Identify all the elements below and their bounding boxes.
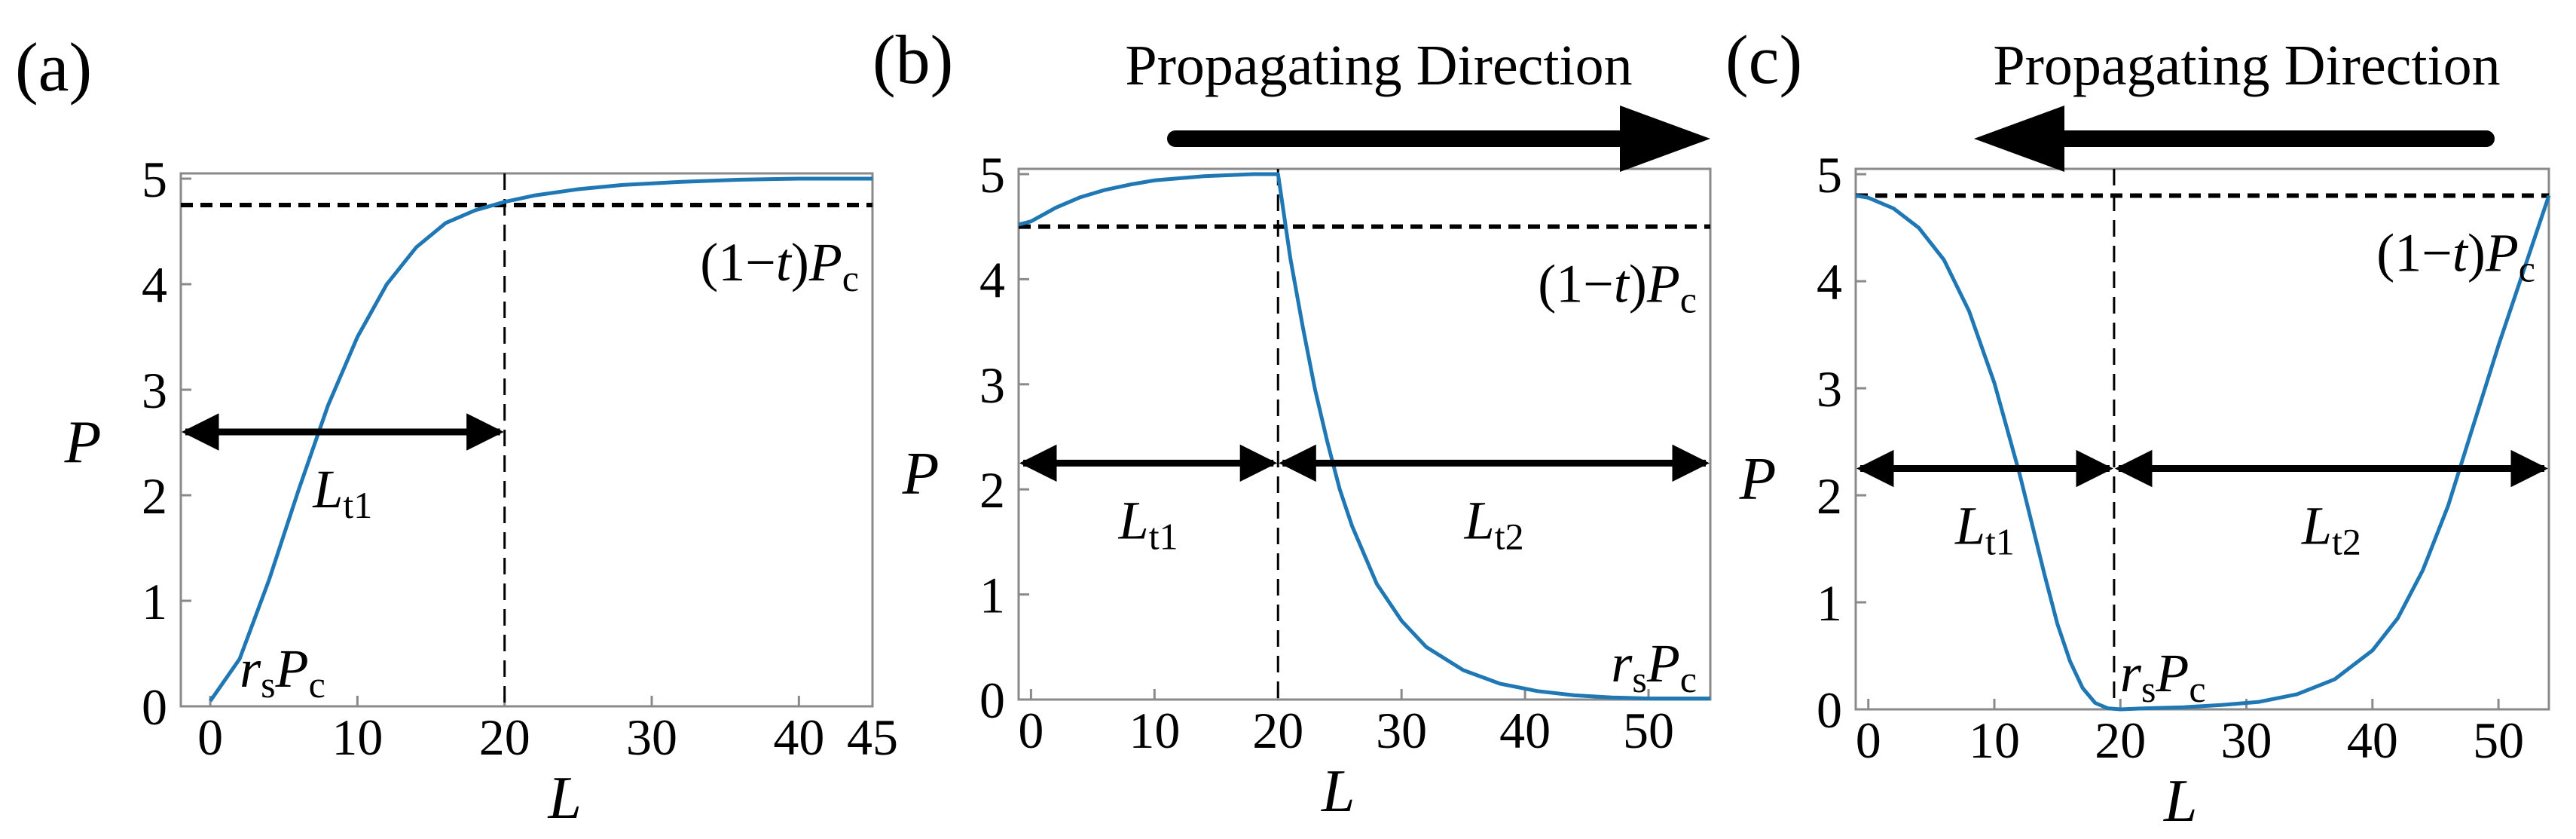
y-tick-label: 3 xyxy=(1817,360,1842,418)
panel-b: (b) Propagating Direction 0 10 20 30 40 50 0 1 2… xyxy=(872,21,1712,825)
low-level-label: rsPc xyxy=(240,638,325,706)
y-tick-label: 0 xyxy=(979,672,1005,729)
x-tick-label: 40 xyxy=(773,709,824,766)
threshold-label: (1−t)Pc xyxy=(1538,254,1697,321)
y-tick-label: 5 xyxy=(142,151,167,208)
propagation-arrow-head xyxy=(1620,106,1710,172)
y-tick-label: 5 xyxy=(1817,146,1842,204)
span-label: Lt1 xyxy=(1118,490,1178,557)
y-tick-label: 1 xyxy=(142,573,167,630)
panel-c: (c) Propagating Direction 0 10 20 30 40 50 0 1 2… xyxy=(1725,21,2551,834)
x-tick-label: 40 xyxy=(1499,702,1551,759)
series-line xyxy=(1855,194,2551,712)
plot-frame xyxy=(179,172,874,708)
x-tick-label: 40 xyxy=(2347,712,2398,769)
y-axis-label: P xyxy=(902,440,940,507)
x-tick-label: 50 xyxy=(2473,712,2524,769)
y-axis-label: P xyxy=(64,409,102,476)
panel-label-a: (a) xyxy=(15,29,92,106)
y-tick-label: 5 xyxy=(979,146,1005,204)
y-tick-label: 4 xyxy=(1817,253,1842,311)
plot-frame xyxy=(1854,167,2550,711)
plot-frame xyxy=(1017,167,1712,701)
series-line xyxy=(209,176,872,703)
x-axis-label: L xyxy=(2163,768,2198,834)
y-tick-label: 3 xyxy=(142,362,167,419)
series-line xyxy=(1018,172,1710,701)
x-tick-label: 20 xyxy=(2095,712,2146,769)
propagating-direction-label: Propagating Direction xyxy=(1125,34,1632,97)
span-label: Lt1 xyxy=(1954,496,2015,563)
y-tick-label: 4 xyxy=(979,251,1005,308)
y-tick-label: 0 xyxy=(142,678,167,736)
x-tick-label: 10 xyxy=(1969,712,2020,769)
y-tick-label: 1 xyxy=(979,567,1005,624)
propagation-arrow-head xyxy=(1974,106,2064,172)
low-level-label: rsPc xyxy=(2120,643,2206,710)
panel-label-b: (b) xyxy=(872,21,953,98)
span-label: Lt2 xyxy=(1464,490,1524,557)
x-tick-label: 20 xyxy=(479,709,530,766)
span-label: Lt2 xyxy=(2301,496,2361,563)
span-label: Lt1 xyxy=(312,459,372,526)
x-tick-label: 30 xyxy=(1376,702,1427,759)
x-tick-label: 30 xyxy=(626,709,677,766)
x-tick-label: 0 xyxy=(1018,702,1044,759)
y-tick-label: 1 xyxy=(1817,574,1842,632)
x-tick-label: 0 xyxy=(197,709,223,766)
y-tick-label: 3 xyxy=(979,357,1005,414)
x-tick-label: 45 xyxy=(847,709,898,766)
y-tick-label: 2 xyxy=(142,467,167,525)
threshold-label: (1−t)Pc xyxy=(2376,222,2535,289)
x-axis-label: L xyxy=(547,765,582,831)
y-tick-label: 0 xyxy=(1817,681,1842,739)
y-tick-label: 2 xyxy=(979,461,1005,519)
panel-label-c: (c) xyxy=(1725,21,1802,98)
threshold-label: (1−t)Pc xyxy=(700,232,859,299)
x-tick-label: 10 xyxy=(332,709,383,766)
x-axis-label: L xyxy=(1321,758,1355,825)
x-tick-label: 10 xyxy=(1129,702,1180,759)
propagating-direction-label: Propagating Direction xyxy=(1993,34,2500,97)
y-tick-label: 2 xyxy=(1817,467,1842,525)
x-tick-label: 30 xyxy=(2221,712,2272,769)
x-tick-label: 20 xyxy=(1252,702,1303,759)
low-level-label: rsPc xyxy=(1611,633,1697,700)
x-tick-label: 50 xyxy=(1623,702,1674,759)
x-tick-label: 0 xyxy=(1856,712,1881,769)
y-axis-label: P xyxy=(1739,446,1777,513)
y-tick-label: 4 xyxy=(142,256,167,314)
